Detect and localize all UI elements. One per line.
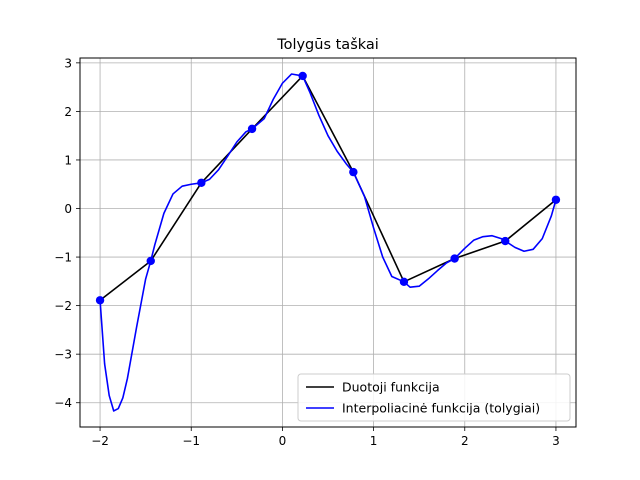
- data-point-marker: [450, 254, 459, 263]
- chart-title: Tolygūs taškai: [276, 37, 379, 53]
- y-tick-label: −4: [54, 396, 72, 410]
- data-point-marker: [399, 277, 409, 287]
- y-tick-label: −1: [54, 251, 72, 265]
- data-point-marker: [146, 256, 155, 266]
- x-tick-label: 3: [552, 434, 560, 448]
- data-point-marker: [247, 124, 257, 134]
- legend-label: Duotoji funkcija: [342, 380, 440, 395]
- x-tick-label: −1: [182, 434, 200, 448]
- data-point-marker: [298, 71, 307, 81]
- y-tick-label: −2: [54, 299, 72, 313]
- series-line-given-function: [99, 75, 557, 302]
- x-tick-label: 2: [461, 434, 469, 448]
- y-tick-label: 2: [64, 105, 72, 119]
- axes: −2 −1 0 1 2 3 −4 −3 −2 −1 0 1 2 3: [54, 56, 559, 448]
- y-tick-label: 1: [64, 153, 72, 167]
- y-tick-label: 3: [64, 56, 72, 70]
- data-point-marker: [551, 195, 561, 204]
- x-tick-label: 0: [279, 434, 287, 448]
- grid: [80, 58, 576, 427]
- data-point-marker: [501, 236, 510, 246]
- data-point-marker: [95, 296, 105, 305]
- marker-layer: [95, 71, 561, 305]
- y-tick-label: 0: [64, 202, 72, 216]
- legend-box: [297, 373, 571, 422]
- legend: Duotoji funkcija Interpoliacinė funkcija …: [297, 373, 571, 422]
- data-point-marker: [349, 167, 358, 177]
- legend-label: Interpoliacinė funkcija (tolygiai): [342, 401, 540, 416]
- x-tick-label: −2: [91, 434, 109, 448]
- x-tick-label: 1: [370, 434, 378, 448]
- data-point-marker: [197, 178, 206, 187]
- y-tick-label: −3: [54, 348, 72, 362]
- plot-frame: [79, 57, 577, 428]
